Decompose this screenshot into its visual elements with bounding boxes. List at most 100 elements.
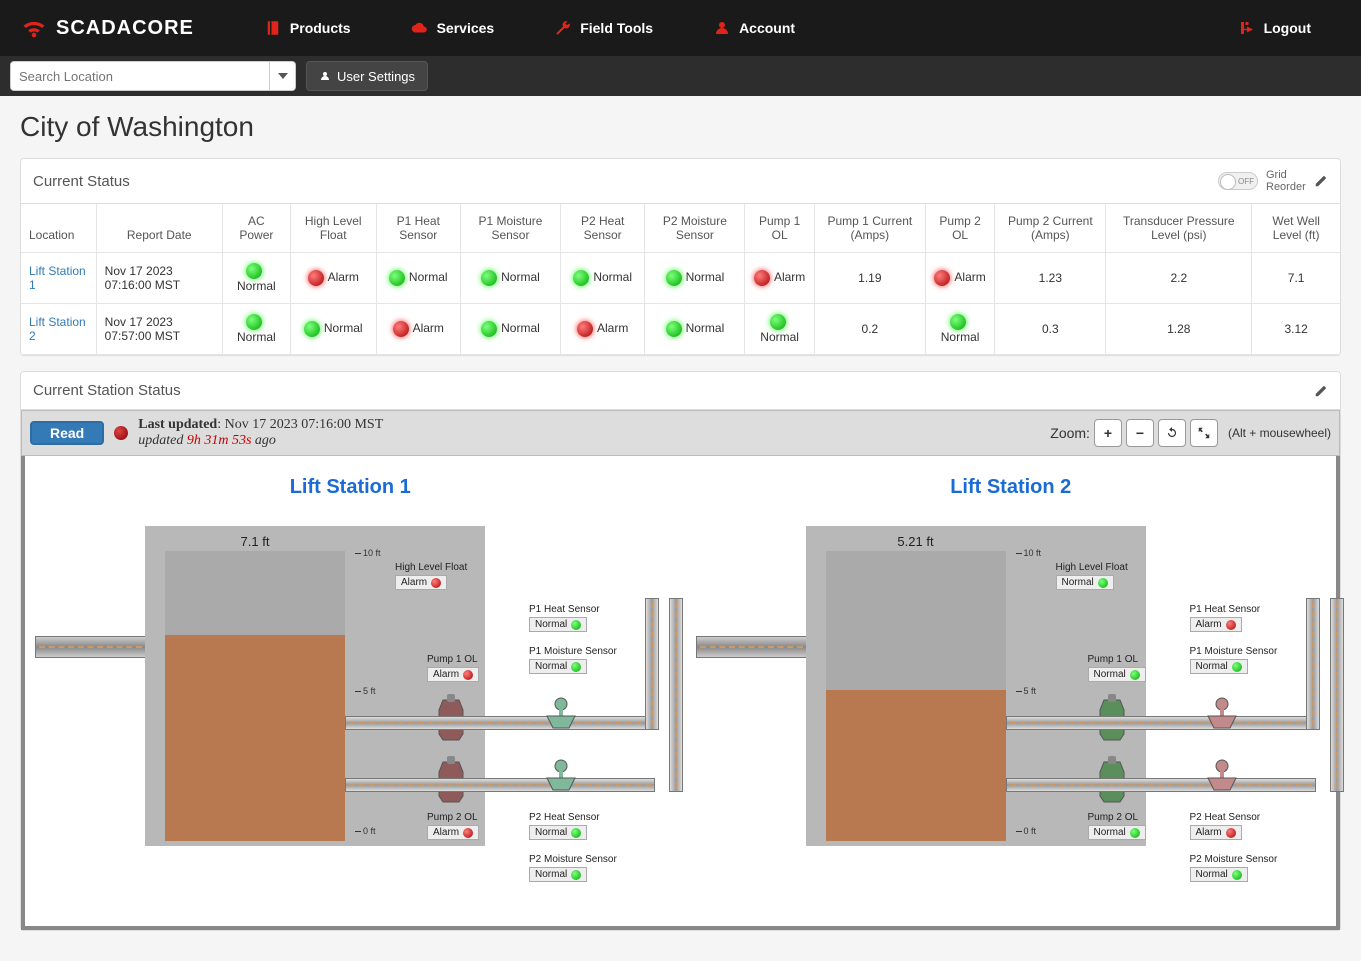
indicator-box: Normal (1056, 575, 1114, 590)
status-cell: 0.2 (814, 304, 925, 355)
brand-text: SCADACORE (56, 17, 194, 40)
indicator-led-icon (1226, 828, 1236, 838)
status-led-icon (754, 270, 770, 286)
valve1 (543, 696, 579, 732)
nav-products-label: Products (290, 20, 351, 36)
zoom-controls: Zoom: + − (Alt + mousewheel) (1050, 419, 1331, 447)
zoom-in-button[interactable]: + (1094, 419, 1122, 447)
station-diagram: Lift Station 1 7.1 ft 10 ft 5 ft 0 ft Hi… (35, 476, 666, 896)
indicator-box: Alarm (1190, 617, 1242, 632)
status-cell: Alarm (560, 304, 644, 355)
pipe (1306, 598, 1320, 730)
nav-products[interactable]: Products (234, 19, 381, 37)
indicator-led-icon (1130, 828, 1140, 838)
status-dot-icon (114, 426, 128, 440)
tank-inner (826, 551, 1006, 841)
status-cell: Normal (645, 253, 745, 304)
pipe (345, 778, 655, 792)
status-led-icon (246, 314, 262, 330)
status-led-icon (481, 270, 497, 286)
high-level-float-indicator: High Level Float Normal (1056, 562, 1128, 590)
user-icon (713, 19, 731, 37)
zoom-reset-button[interactable] (1158, 419, 1186, 447)
scale-tick: 0 ft (355, 826, 376, 836)
station-status-title: Current Station Status (33, 382, 181, 399)
indicator-label: P1 Moisture Sensor (1190, 646, 1278, 657)
status-led-icon (393, 321, 409, 337)
status-led-icon (573, 270, 589, 286)
tank-level-label: 5.21 ft (806, 534, 1026, 549)
status-col-header: Pump 2 OL (925, 204, 994, 253)
p2-moisture-indicator: P2 Moisture Sensor Normal (1190, 854, 1278, 882)
location-link[interactable]: Lift Station 1 (29, 264, 86, 292)
status-cell: Normal (460, 304, 560, 355)
indicator-box: Alarm (395, 575, 447, 590)
status-cell: 1.28 (1106, 304, 1252, 355)
status-led-icon (481, 321, 497, 337)
grid-reorder-toggle[interactable]: OFF (1218, 172, 1258, 190)
status-led-icon (246, 263, 262, 279)
p2-heat-indicator: P2 Heat Sensor Normal (529, 812, 600, 840)
p1-heat-indicator: P1 Heat Sensor Alarm (1190, 604, 1261, 632)
table-row: Lift Station 2Nov 17 2023 07:57:00 MSTNo… (21, 304, 1340, 355)
stations-canvas: Lift Station 1 7.1 ft 10 ft 5 ft 0 ft Hi… (21, 456, 1340, 930)
brand-logo[interactable]: SCADACORE (20, 14, 194, 42)
table-row: Lift Station 1 Nov 17 2023 07:16:00 MST No… (21, 253, 1340, 304)
status-col-header: P1 Moisture Sensor (460, 204, 560, 253)
nav-services[interactable]: Services (381, 19, 525, 37)
location-cell: Lift Station 1 (21, 253, 96, 304)
nav-logout[interactable]: Logout (1208, 19, 1341, 37)
zoom-fullscreen-button[interactable] (1190, 419, 1218, 447)
edit-icon[interactable] (1314, 174, 1328, 188)
caret-down-icon (278, 73, 288, 79)
status-cell: Normal (222, 304, 290, 355)
pump1-ol-indicator: Pump 1 OL Normal (1088, 654, 1146, 682)
user-settings-button[interactable]: User Settings (306, 61, 428, 91)
pipe (1006, 716, 1316, 730)
zoom-out-button[interactable]: − (1126, 419, 1154, 447)
nav-field-tools[interactable]: Field Tools (524, 19, 683, 37)
indicator-label: Pump 1 OL (1088, 654, 1146, 665)
expand-icon (1197, 426, 1211, 440)
p1-moisture-indicator: P1 Moisture Sensor Normal (1190, 646, 1278, 674)
status-cell: Alarm (376, 304, 460, 355)
status-cell: Alarm (925, 253, 994, 304)
status-cell: Normal (290, 304, 376, 355)
report-date-cell: Nov 17 2023 07:16:00 MST (96, 253, 222, 304)
status-cell: 1.19 (814, 253, 925, 304)
nav-account-label: Account (739, 20, 795, 36)
location-link[interactable]: Lift Station 2 (29, 315, 86, 343)
pipe (645, 598, 659, 730)
indicator-label: P2 Moisture Sensor (1190, 854, 1278, 865)
wrench-icon (554, 19, 572, 37)
current-station-status-panel: Current Station Status Read Last updated… (20, 371, 1341, 931)
valve2 (1204, 758, 1240, 794)
indicator-box: Normal (529, 659, 587, 674)
status-col-header: Pump 1 Current (Amps) (814, 204, 925, 253)
last-updated-value: Nov 17 2023 07:16:00 MST (225, 417, 384, 432)
station-toolbar: Read Last updated: Nov 17 2023 07:16:00 … (21, 410, 1340, 456)
tank-fill (826, 690, 1006, 841)
high-level-float-indicator: High Level Float Alarm (395, 562, 467, 590)
indicator-label: P1 Heat Sensor (1190, 604, 1261, 615)
search-dropdown-caret[interactable] (270, 61, 296, 91)
station-diagram: Lift Station 2 5.21 ft 10 ft 5 ft 0 ft H… (696, 476, 1327, 896)
read-button[interactable]: Read (30, 421, 104, 445)
nav-account[interactable]: Account (683, 19, 825, 37)
indicator-box: Alarm (427, 825, 479, 840)
indicator-label: P1 Heat Sensor (529, 604, 600, 615)
status-led-icon (666, 321, 682, 337)
valve-icon (1204, 758, 1240, 794)
indicator-label: P2 Heat Sensor (1190, 812, 1261, 823)
indicator-label: High Level Float (395, 562, 467, 573)
status-led-icon (389, 270, 405, 286)
status-led-icon (666, 270, 682, 286)
status-led-icon (770, 314, 786, 330)
search-input[interactable] (10, 61, 270, 91)
indicator-box: Normal (529, 867, 587, 882)
status-col-header: P1 Heat Sensor (376, 204, 460, 253)
cloud-icon (411, 19, 429, 37)
status-col-header: Transducer Pressure Level (psi) (1106, 204, 1252, 253)
valve2 (543, 758, 579, 794)
edit-icon[interactable] (1314, 384, 1328, 398)
